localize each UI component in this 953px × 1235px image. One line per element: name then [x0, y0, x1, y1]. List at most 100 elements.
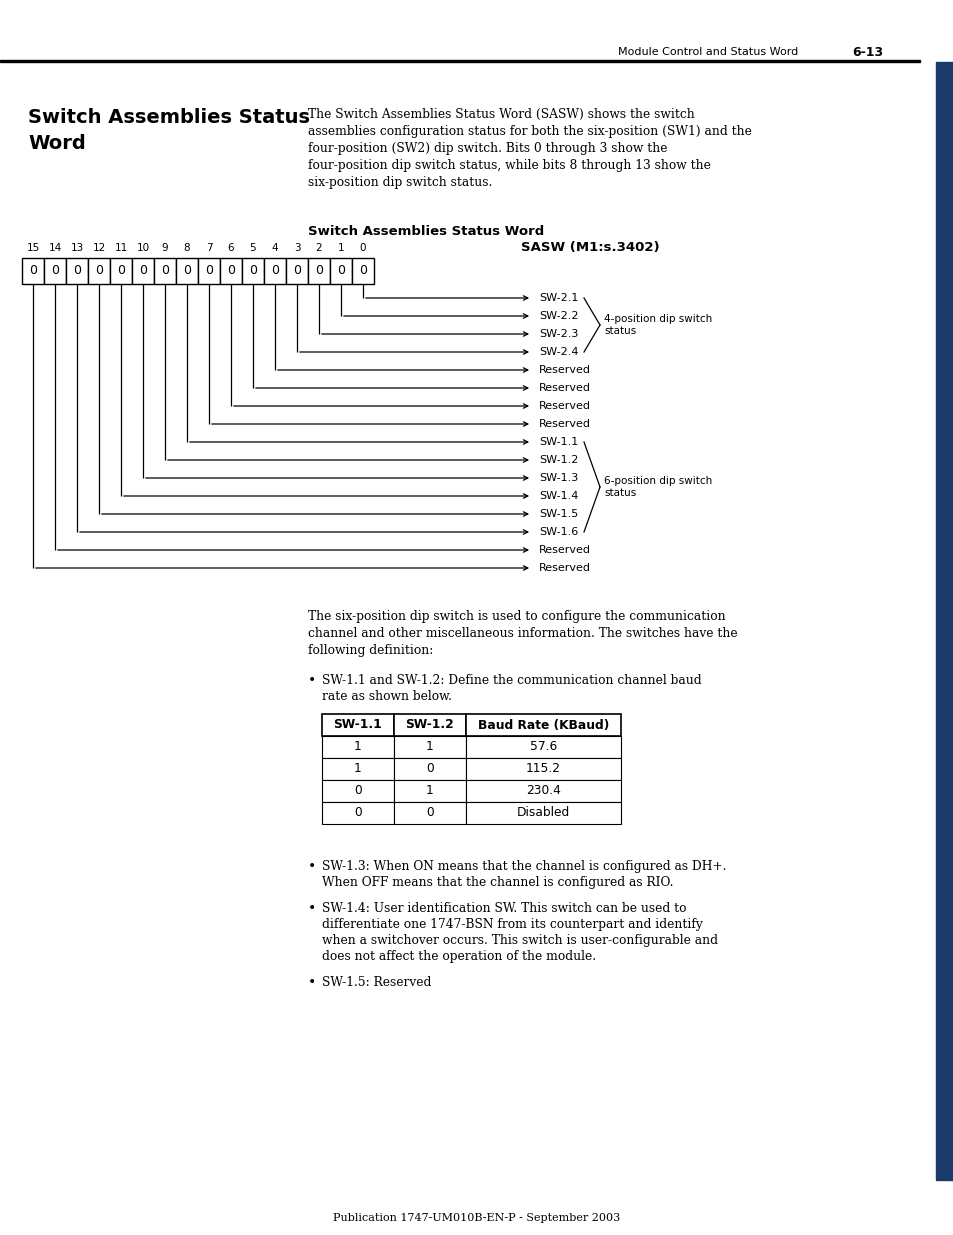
Text: Reserved: Reserved	[538, 383, 590, 393]
Text: 1: 1	[354, 741, 361, 753]
Bar	[394, 758, 465, 781]
Text: 0: 0	[227, 264, 234, 278]
Text: 14: 14	[49, 243, 62, 253]
Bar	[465, 758, 620, 781]
Bar	[0, 59, 919, 62]
Text: channel and other miscellaneous information. The switches have the: channel and other miscellaneous informat…	[308, 627, 737, 640]
Text: four-position dip switch status, while bits 8 through 13 show the: four-position dip switch status, while b…	[308, 159, 710, 172]
Text: 0: 0	[205, 264, 213, 278]
Text: following definition:: following definition:	[308, 643, 433, 657]
Bar	[153, 258, 175, 284]
Text: SW-2.2: SW-2.2	[538, 311, 578, 321]
Bar	[322, 736, 394, 758]
Text: 7: 7	[206, 243, 213, 253]
Text: 0: 0	[359, 243, 366, 253]
Text: SW-1.5: SW-1.5	[538, 509, 578, 519]
Text: SW-1.3: SW-1.3	[538, 473, 578, 483]
Bar	[465, 714, 620, 736]
Bar	[66, 258, 88, 284]
Text: •: •	[308, 902, 315, 916]
Bar	[242, 258, 264, 284]
Text: SW-2.3: SW-2.3	[538, 329, 578, 338]
Text: SW-1.2: SW-1.2	[538, 454, 578, 466]
Text: Reserved: Reserved	[538, 563, 590, 573]
Text: 0: 0	[358, 264, 367, 278]
Text: •: •	[308, 976, 315, 990]
Text: 0: 0	[29, 264, 37, 278]
Text: 0: 0	[249, 264, 256, 278]
Bar	[264, 258, 286, 284]
Text: 0: 0	[293, 264, 301, 278]
Text: SW-1.5: Reserved: SW-1.5: Reserved	[322, 976, 431, 989]
Bar	[22, 258, 44, 284]
Bar	[330, 258, 352, 284]
Bar	[394, 736, 465, 758]
Text: •: •	[308, 860, 315, 874]
Text: 6: 6	[228, 243, 234, 253]
Text: 57.6: 57.6	[529, 741, 557, 753]
Bar	[394, 802, 465, 824]
Bar	[352, 258, 374, 284]
Text: •: •	[308, 674, 315, 688]
Text: 0: 0	[271, 264, 278, 278]
Text: does not affect the operation of the module.: does not affect the operation of the mod…	[322, 950, 596, 963]
Text: When OFF means that the channel is configured as RIO.: When OFF means that the channel is confi…	[322, 876, 673, 889]
Text: 0: 0	[314, 264, 323, 278]
Bar	[132, 258, 153, 284]
Bar	[465, 736, 620, 758]
Bar	[465, 781, 620, 802]
Text: 0: 0	[51, 264, 59, 278]
Text: 6-13: 6-13	[851, 46, 882, 58]
Text: 13: 13	[71, 243, 84, 253]
Text: assemblies configuration status for both the six-position (SW1) and the: assemblies configuration status for both…	[308, 125, 751, 138]
Text: 0: 0	[139, 264, 147, 278]
Text: SW-1.6: SW-1.6	[538, 527, 578, 537]
Text: SW-1.1: SW-1.1	[334, 719, 382, 731]
Text: 0: 0	[354, 806, 361, 820]
Bar	[198, 258, 220, 284]
Text: SW-1.1 and SW-1.2: Define the communication channel baud: SW-1.1 and SW-1.2: Define the communicat…	[322, 674, 700, 687]
Text: 5: 5	[250, 243, 256, 253]
Text: SW-1.2: SW-1.2	[405, 719, 454, 731]
Text: 2: 2	[315, 243, 322, 253]
Text: 4: 4	[272, 243, 278, 253]
Text: Disabled: Disabled	[517, 806, 570, 820]
Text: 0: 0	[426, 762, 434, 776]
Text: 10: 10	[136, 243, 150, 253]
Bar	[322, 758, 394, 781]
Text: 15: 15	[27, 243, 40, 253]
Text: 6-position dip switch
status: 6-position dip switch status	[603, 477, 712, 498]
Bar	[465, 802, 620, 824]
Text: 0: 0	[183, 264, 191, 278]
Text: Switch Assemblies Status: Switch Assemblies Status	[28, 107, 310, 127]
Text: six-position dip switch status.: six-position dip switch status.	[308, 177, 492, 189]
Bar	[308, 258, 330, 284]
Text: 0: 0	[73, 264, 81, 278]
Text: 4-position dip switch
status: 4-position dip switch status	[603, 314, 712, 336]
Bar	[322, 781, 394, 802]
Text: 0: 0	[117, 264, 125, 278]
Text: 0: 0	[336, 264, 345, 278]
Bar	[322, 714, 394, 736]
Text: The six-position dip switch is used to configure the communication: The six-position dip switch is used to c…	[308, 610, 725, 622]
Text: 12: 12	[92, 243, 106, 253]
Text: Baud Rate (KBaud): Baud Rate (KBaud)	[477, 719, 608, 731]
Text: 1: 1	[354, 762, 361, 776]
Bar	[286, 258, 308, 284]
Text: SW-1.4: SW-1.4	[538, 492, 578, 501]
Bar	[44, 258, 66, 284]
Text: rate as shown below.: rate as shown below.	[322, 690, 452, 703]
Text: 1: 1	[426, 784, 434, 798]
Text: 0: 0	[426, 806, 434, 820]
Text: SW-2.4: SW-2.4	[538, 347, 578, 357]
Text: Reserved: Reserved	[538, 419, 590, 429]
Text: 1: 1	[426, 741, 434, 753]
Bar	[175, 258, 198, 284]
Text: 1: 1	[337, 243, 344, 253]
Text: Reserved: Reserved	[538, 545, 590, 555]
Bar	[394, 781, 465, 802]
Text: SASW (M1:s.3402): SASW (M1:s.3402)	[520, 242, 659, 254]
Text: Module Control and Status Word: Module Control and Status Word	[618, 47, 798, 57]
Bar	[935, 62, 953, 1179]
Text: 230.4: 230.4	[525, 784, 560, 798]
